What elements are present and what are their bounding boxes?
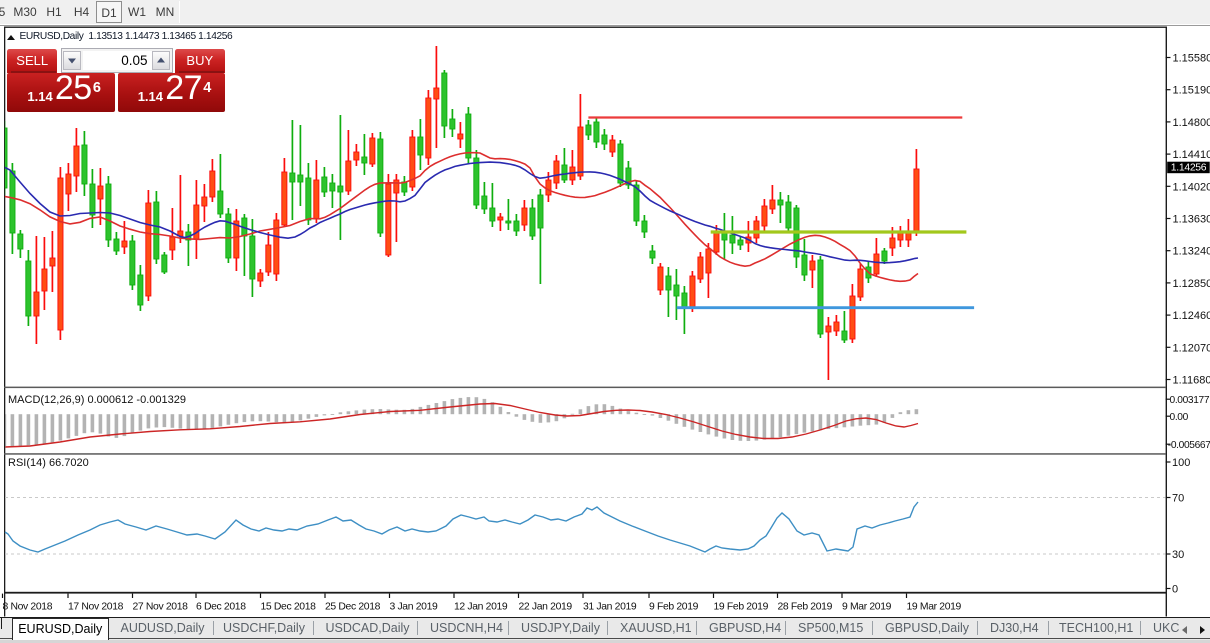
- svg-text:28 Feb 2019: 28 Feb 2019: [778, 602, 833, 613]
- svg-text:15 Dec 2018: 15 Dec 2018: [261, 602, 317, 613]
- svg-text:1.12070: 1.12070: [1173, 342, 1210, 354]
- svg-text:-0.005667: -0.005667: [1168, 440, 1210, 451]
- svg-text:RSI(14) 66.7020: RSI(14) 66.7020: [8, 457, 89, 469]
- svg-text:1.14800: 1.14800: [1173, 117, 1210, 129]
- svg-text:9 Mar 2019: 9 Mar 2019: [842, 602, 892, 613]
- svg-text:1.13240: 1.13240: [1173, 246, 1210, 258]
- svg-text:12 Jan 2019: 12 Jan 2019: [454, 602, 508, 613]
- svg-text:19 Feb 2019: 19 Feb 2019: [714, 602, 769, 613]
- svg-text:1.13630: 1.13630: [1173, 214, 1210, 226]
- svg-text:25 Dec 2018: 25 Dec 2018: [325, 602, 381, 613]
- svg-text:1.15580: 1.15580: [1173, 53, 1210, 65]
- svg-text:0.00: 0.00: [1170, 412, 1189, 423]
- svg-text:100: 100: [1172, 457, 1190, 469]
- svg-text:6 Dec 2018: 6 Dec 2018: [196, 602, 246, 613]
- svg-text:0.003177: 0.003177: [1170, 395, 1210, 406]
- svg-text:1.12850: 1.12850: [1173, 278, 1210, 290]
- svg-text:70: 70: [1172, 493, 1184, 505]
- svg-text:17 Nov 2018: 17 Nov 2018: [68, 602, 124, 613]
- svg-text:31 Jan 2019: 31 Jan 2019: [583, 602, 637, 613]
- svg-text:1.12460: 1.12460: [1173, 310, 1210, 322]
- svg-text:3 Jan 2019: 3 Jan 2019: [390, 602, 438, 613]
- svg-text:0: 0: [1172, 584, 1178, 596]
- svg-text:MACD(12,26,9) 0.000612 -0.0013: MACD(12,26,9) 0.000612 -0.001329: [8, 394, 186, 406]
- svg-text:19 Mar 2019: 19 Mar 2019: [907, 602, 962, 613]
- svg-text:8 Nov 2018: 8 Nov 2018: [3, 602, 53, 613]
- svg-text:27 Nov 2018: 27 Nov 2018: [133, 602, 189, 613]
- svg-text:1.15190: 1.15190: [1173, 85, 1210, 97]
- svg-text:1.14020: 1.14020: [1173, 181, 1210, 193]
- svg-text:1.14256: 1.14256: [1171, 163, 1207, 174]
- svg-text:1.14410: 1.14410: [1173, 149, 1210, 161]
- svg-text:9 Feb 2019: 9 Feb 2019: [649, 602, 699, 613]
- svg-text:1.11680: 1.11680: [1173, 375, 1210, 387]
- svg-text:30: 30: [1172, 549, 1184, 561]
- svg-text:22 Jan 2019: 22 Jan 2019: [519, 602, 573, 613]
